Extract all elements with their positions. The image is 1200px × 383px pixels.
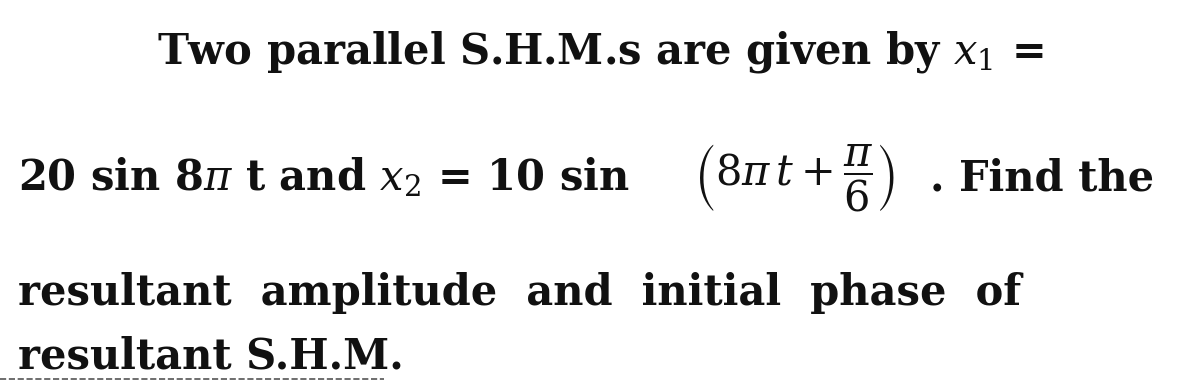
Text: resultant  amplitude  and  initial  phase  of: resultant amplitude and initial phase of (18, 272, 1021, 314)
Text: resultant S.H.M.: resultant S.H.M. (18, 336, 403, 378)
Text: Two parallel S.H.M.s are given by $x_1$ =: Two parallel S.H.M.s are given by $x_1$ … (157, 29, 1043, 75)
Text: 20 sin 8$\pi$ t and $x_2$ = 10 sin: 20 sin 8$\pi$ t and $x_2$ = 10 sin (18, 156, 630, 200)
Text: $\left(8\pi\,t+\dfrac{\pi}{6}\right)$: $\left(8\pi\,t+\dfrac{\pi}{6}\right)$ (694, 142, 895, 214)
Text: . Find the: . Find the (930, 157, 1154, 199)
